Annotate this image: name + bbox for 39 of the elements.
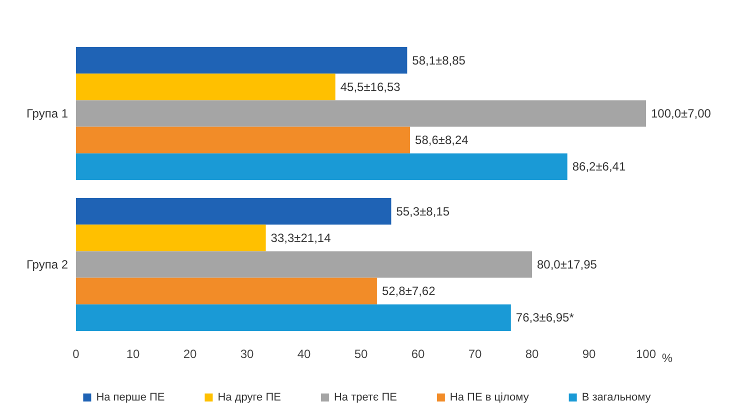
data-label: 80,0±17,95 [537,258,598,272]
bar [76,153,568,180]
legend-label: На друге ПЕ [218,392,281,404]
bar [76,224,266,252]
data-label: 86,2±6,41 [572,160,626,174]
x-tick-label: 40 [297,347,311,361]
bar [76,74,336,100]
data-label: 45,5±16,53 [340,80,401,94]
bar [76,100,646,127]
bar [76,278,377,304]
x-tick-label: 60 [411,347,425,361]
bar [76,304,511,331]
y-tick-label: Група 2 [26,258,68,272]
x-tick-label: 50 [354,347,368,361]
bar [76,198,392,225]
x-tick-label: 30 [240,347,254,361]
legend-label: На третє ПЕ [334,392,397,404]
data-label: 100,0±7,00 [651,106,712,120]
data-label: 55,3±8,15 [396,204,450,218]
legend-label: На перше ПЕ [96,392,165,404]
bar [76,251,532,278]
x-tick-label: 20 [183,347,197,361]
data-label: 33,3±21,14 [270,230,332,245]
bar [76,47,408,74]
x-axis-title: % [662,351,673,365]
x-tick-label: 10 [126,347,140,361]
x-tick-label: 70 [468,347,482,361]
legend-label: На ПЕ в цілому [450,392,530,404]
y-tick-label: Група 1 [26,106,68,120]
data-label: 58,1±8,85 [412,53,466,68]
bar [76,126,410,154]
data-label: 52,8±7,62 [382,284,436,298]
data-label: 76,3±6,95* [516,310,574,325]
x-tick-label: 90 [582,347,596,361]
x-tick-label: 0 [72,347,80,361]
x-tick-label: 100 [636,347,656,361]
data-label: 58,6±8,24 [415,133,469,148]
legend-label: В загальному [582,392,652,404]
x-tick-label: 80 [525,347,539,361]
